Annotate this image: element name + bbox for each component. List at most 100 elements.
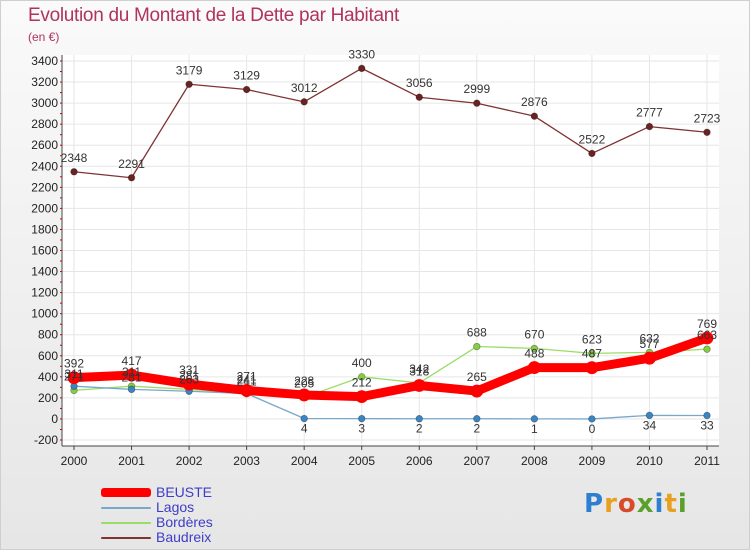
data-label: 2522	[579, 132, 606, 146]
data-point	[125, 368, 138, 382]
data-label: 311	[122, 365, 141, 379]
data-label: 0	[589, 422, 596, 436]
data-point	[358, 373, 366, 381]
data-point	[643, 351, 656, 365]
data-point	[127, 385, 136, 394]
data-label: 265	[467, 370, 487, 384]
data-label: 663	[697, 328, 717, 342]
data-point	[588, 149, 596, 158]
data-point	[297, 388, 311, 402]
data-label: 487	[582, 347, 602, 361]
data-point	[530, 415, 539, 423]
y-tick-label: 200	[38, 391, 58, 405]
x-tick-label: 2007	[463, 454, 490, 468]
data-point	[67, 371, 81, 385]
data-point	[473, 415, 481, 423]
data-label: 1	[531, 422, 538, 436]
data-label: 34	[643, 418, 657, 432]
y-tick-label: 0	[51, 412, 58, 426]
logo-letter: x	[636, 489, 655, 519]
x-tick-label: 2001	[118, 454, 145, 468]
x-tick-label: 2004	[291, 454, 318, 468]
data-label: 3330	[348, 47, 375, 61]
data-point	[588, 415, 596, 423]
series-line-bordères	[73, 345, 708, 399]
data-label: 271	[237, 369, 257, 383]
data-point	[703, 345, 711, 353]
y-tick-label: 2000	[31, 201, 58, 215]
data-label: 400	[352, 356, 372, 370]
y-tick-label: 2800	[31, 117, 58, 131]
y-tick-label: 800	[38, 328, 58, 342]
data-label: 488	[524, 347, 544, 361]
data-point	[585, 361, 599, 375]
data-point	[355, 390, 369, 404]
data-label: 3129	[233, 69, 260, 83]
proxiti-logo: Proxiti	[584, 489, 688, 519]
data-label: 2	[416, 422, 423, 436]
y-tick-label: -200	[34, 433, 58, 447]
x-tick-label: 2008	[521, 454, 548, 468]
y-tick-label: 2600	[31, 138, 58, 152]
data-point	[703, 411, 711, 420]
data-label: 670	[524, 327, 544, 341]
data-label: 3	[358, 422, 365, 436]
data-point	[470, 384, 484, 398]
data-point	[703, 128, 711, 136]
x-tick-label: 2009	[579, 454, 606, 468]
logo-letter: P	[584, 489, 605, 519]
data-label: 417	[122, 354, 142, 368]
y-tick-label: 1800	[31, 222, 58, 236]
data-label: 3056	[406, 76, 433, 90]
data-label: 281	[179, 368, 199, 382]
legend-swatch	[101, 488, 151, 497]
data-label: 2723	[694, 111, 721, 125]
y-tick-label: 2200	[31, 180, 58, 194]
data-point	[530, 344, 539, 353]
data-label: 281	[122, 370, 142, 384]
data-label: 271	[64, 369, 84, 383]
data-point	[358, 64, 366, 73]
logo-letter: i	[677, 489, 688, 519]
logo-letter: r	[604, 489, 618, 519]
legend-swatch	[101, 521, 151, 524]
y-tick-label: 1600	[31, 244, 58, 258]
logo-letter: o	[617, 489, 637, 519]
data-point	[358, 414, 366, 423]
data-point	[473, 99, 481, 107]
data-label: 2348	[61, 151, 88, 165]
logo-letter: i	[654, 489, 665, 519]
series-line-beuste	[69, 333, 712, 402]
data-label: 33	[700, 418, 714, 432]
x-tick-label: 2011	[694, 454, 720, 468]
data-label: 632	[639, 331, 659, 345]
data-label: 3179	[176, 63, 203, 77]
data-point	[473, 342, 481, 351]
y-tick-label: 3000	[31, 96, 58, 110]
data-label: 2777	[636, 106, 663, 120]
data-label: 392	[64, 357, 84, 371]
data-point	[645, 122, 654, 131]
data-label: 4	[301, 422, 308, 436]
data-label: 331	[179, 363, 199, 377]
data-point	[530, 112, 539, 120]
data-label: 342	[409, 362, 429, 376]
legend-label: Baudreix	[156, 529, 212, 545]
x-tick-label: 2005	[348, 454, 375, 468]
y-tick-label: 3200	[31, 75, 58, 89]
data-point	[415, 93, 423, 101]
data-label: 2291	[118, 157, 145, 171]
y-tick-label: 1200	[31, 286, 58, 300]
y-tick-label: 400	[38, 370, 58, 384]
data-label: 311	[64, 367, 83, 381]
data-label: 205	[294, 376, 314, 390]
legend-label: BEUSTE	[156, 484, 213, 500]
x-tick-label: 2003	[233, 454, 260, 468]
legend-label: Lagos	[156, 499, 195, 515]
chart-title: Evolution du Montant de la Dette par Hab…	[28, 5, 399, 26]
data-label: 241	[237, 373, 257, 387]
series-line-lagos	[73, 385, 708, 420]
data-point	[415, 415, 423, 423]
data-point	[412, 379, 426, 392]
